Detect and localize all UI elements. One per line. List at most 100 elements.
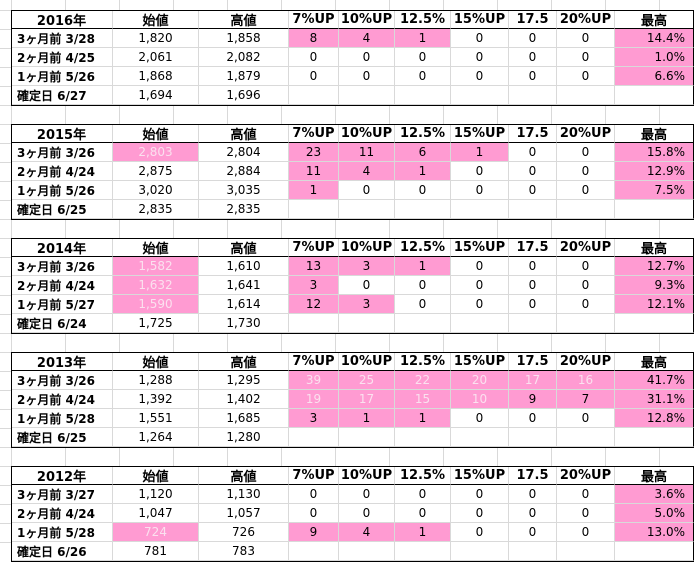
cell-open-price[interactable]: 1,288 [113, 371, 199, 390]
cell-row-label[interactable]: 1ヶ月前 5/27 [11, 295, 113, 314]
column-header-max-rise[interactable]: 最高 [615, 124, 694, 143]
column-header-high-price[interactable]: 高値 [199, 466, 289, 485]
cell-max-rise[interactable]: 9.3% [615, 276, 694, 295]
year-label[interactable]: 2014年 [11, 238, 113, 257]
cell-max-rise[interactable]: 1.0% [615, 48, 694, 67]
column-header-open-price[interactable]: 始値 [113, 10, 199, 29]
cell-high-price[interactable]: 2,835 [199, 200, 289, 219]
cell-up-12-5pct[interactable]: 1 [395, 409, 451, 428]
cell-up-12-5pct[interactable]: 1 [395, 162, 451, 181]
cell-open-price[interactable]: 2,803 [113, 143, 199, 162]
column-header-high-price[interactable]: 高値 [199, 352, 289, 371]
cell-up-12-5pct[interactable] [395, 86, 451, 105]
cell-up-20pct[interactable] [557, 200, 615, 219]
cell-up-20pct[interactable] [557, 314, 615, 333]
cell-max-rise[interactable]: 31.1% [615, 390, 694, 409]
column-header-up-15pct[interactable]: 15%UP [451, 466, 509, 485]
cell-up-12-5pct[interactable]: 0 [395, 504, 451, 523]
column-header-up-7pct[interactable]: 7%UP [289, 466, 339, 485]
cell-up-12-5pct[interactable]: 0 [395, 295, 451, 314]
cell-row-label[interactable]: 3ヶ月前 3/28 [11, 29, 113, 48]
cell-up-20pct[interactable]: 16 [557, 371, 615, 390]
cell-open-price[interactable]: 1,632 [113, 276, 199, 295]
column-header-high-price[interactable]: 高値 [199, 238, 289, 257]
cell-up-12-5pct[interactable]: 0 [395, 48, 451, 67]
cell-up-15pct[interactable]: 0 [451, 67, 509, 86]
cell-up-17-5pct[interactable]: 9 [509, 390, 557, 409]
cell-up-17-5pct[interactable] [509, 200, 557, 219]
cell-up-12-5pct[interactable]: 1 [395, 29, 451, 48]
cell-row-label[interactable]: 確定日 6/27 [11, 86, 113, 105]
cell-up-20pct[interactable]: 0 [557, 67, 615, 86]
cell-up-7pct[interactable]: 3 [289, 276, 339, 295]
cell-up-17-5pct[interactable]: 0 [509, 257, 557, 276]
cell-max-rise[interactable]: 13.0% [615, 523, 694, 542]
cell-open-price[interactable]: 1,120 [113, 485, 199, 504]
cell-open-price[interactable]: 1,725 [113, 314, 199, 333]
column-header-up-12-5pct[interactable]: 12.5% [395, 238, 451, 257]
cell-high-price[interactable]: 1,295 [199, 371, 289, 390]
column-header-up-15pct[interactable]: 15%UP [451, 124, 509, 143]
cell-up-10pct[interactable]: 0 [339, 67, 395, 86]
cell-up-15pct[interactable]: 0 [451, 409, 509, 428]
cell-up-17-5pct[interactable]: 0 [509, 276, 557, 295]
cell-up-7pct[interactable]: 19 [289, 390, 339, 409]
cell-up-7pct[interactable] [289, 542, 339, 561]
cell-row-label[interactable]: 確定日 6/24 [11, 314, 113, 333]
column-header-up-15pct[interactable]: 15%UP [451, 10, 509, 29]
cell-up-15pct[interactable]: 0 [451, 29, 509, 48]
cell-up-7pct[interactable]: 23 [289, 143, 339, 162]
column-header-up-12-5pct[interactable]: 12.5% [395, 352, 451, 371]
cell-high-price[interactable]: 1,641 [199, 276, 289, 295]
column-header-open-price[interactable]: 始値 [113, 352, 199, 371]
cell-open-price[interactable]: 2,875 [113, 162, 199, 181]
column-header-up-10pct[interactable]: 10%UP [339, 466, 395, 485]
column-header-up-17-5pct[interactable]: 17.5 [509, 466, 557, 485]
cell-up-20pct[interactable]: 0 [557, 257, 615, 276]
cell-up-10pct[interactable] [339, 542, 395, 561]
cell-open-price[interactable]: 1,264 [113, 428, 199, 447]
column-header-up-7pct[interactable]: 7%UP [289, 10, 339, 29]
cell-up-15pct[interactable]: 20 [451, 371, 509, 390]
column-header-up-17-5pct[interactable]: 17.5 [509, 238, 557, 257]
cell-high-price[interactable]: 1,130 [199, 485, 289, 504]
cell-up-10pct[interactable] [339, 314, 395, 333]
cell-up-15pct[interactable]: 0 [451, 276, 509, 295]
cell-up-15pct[interactable] [451, 542, 509, 561]
cell-up-20pct[interactable]: 0 [557, 504, 615, 523]
cell-up-7pct[interactable]: 11 [289, 162, 339, 181]
cell-row-label[interactable]: 1ヶ月前 5/26 [11, 181, 113, 200]
column-header-max-rise[interactable]: 最高 [615, 466, 694, 485]
cell-up-15pct[interactable]: 0 [451, 504, 509, 523]
cell-max-rise[interactable]: 6.6% [615, 67, 694, 86]
cell-up-17-5pct[interactable] [509, 314, 557, 333]
cell-row-label[interactable]: 1ヶ月前 5/28 [11, 523, 113, 542]
cell-open-price[interactable]: 724 [113, 523, 199, 542]
cell-up-7pct[interactable] [289, 314, 339, 333]
cell-up-7pct[interactable]: 9 [289, 523, 339, 542]
cell-up-20pct[interactable]: 0 [557, 276, 615, 295]
cell-open-price[interactable]: 2,835 [113, 200, 199, 219]
cell-up-15pct[interactable]: 0 [451, 162, 509, 181]
cell-high-price[interactable]: 1,685 [199, 409, 289, 428]
cell-row-label[interactable]: 3ヶ月前 3/26 [11, 371, 113, 390]
column-header-up-7pct[interactable]: 7%UP [289, 238, 339, 257]
cell-up-7pct[interactable]: 13 [289, 257, 339, 276]
cell-up-10pct[interactable] [339, 428, 395, 447]
cell-up-10pct[interactable]: 0 [339, 48, 395, 67]
cell-up-20pct[interactable]: 0 [557, 295, 615, 314]
cell-up-20pct[interactable]: 0 [557, 523, 615, 542]
cell-up-12-5pct[interactable]: 0 [395, 276, 451, 295]
cell-up-10pct[interactable]: 11 [339, 143, 395, 162]
cell-max-rise[interactable]: 12.1% [615, 295, 694, 314]
cell-open-price[interactable]: 1,392 [113, 390, 199, 409]
cell-up-12-5pct[interactable] [395, 428, 451, 447]
cell-up-10pct[interactable]: 25 [339, 371, 395, 390]
cell-open-price[interactable]: 2,061 [113, 48, 199, 67]
cell-up-17-5pct[interactable]: 0 [509, 295, 557, 314]
cell-up-10pct[interactable]: 3 [339, 257, 395, 276]
cell-up-12-5pct[interactable]: 1 [395, 523, 451, 542]
cell-up-20pct[interactable]: 0 [557, 485, 615, 504]
cell-up-15pct[interactable]: 0 [451, 48, 509, 67]
cell-up-12-5pct[interactable]: 22 [395, 371, 451, 390]
